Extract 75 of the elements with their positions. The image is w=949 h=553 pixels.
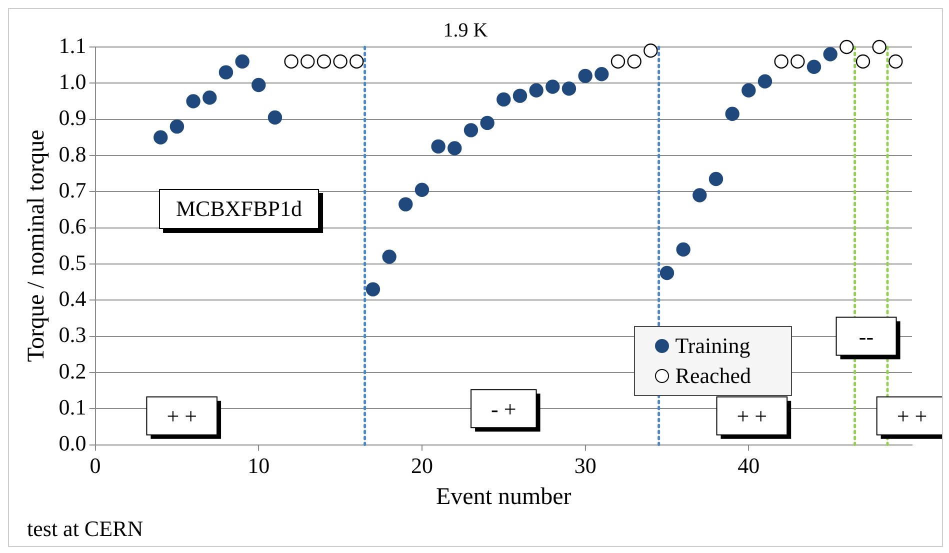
point (546, 80, 560, 94)
x-tick-label: 10 (248, 452, 270, 478)
y-tick-label: 0.3 (58, 322, 86, 348)
point (252, 78, 266, 92)
point (594, 67, 609, 82)
point (676, 242, 690, 257)
legend-label: Reached (675, 362, 751, 390)
annotation: -- (858, 324, 874, 350)
point (823, 47, 838, 62)
y-tick-label: 0.9 (58, 105, 86, 130)
point (268, 110, 282, 125)
point (692, 188, 707, 202)
point (448, 141, 462, 156)
point (774, 54, 788, 69)
point (496, 92, 511, 107)
annotation: + + (166, 404, 198, 429)
point (725, 106, 740, 122)
point (480, 116, 494, 130)
y-tick-label: 0.0 (58, 430, 86, 456)
point (856, 54, 870, 69)
point (382, 250, 396, 264)
point (202, 90, 217, 105)
x-axis-title: Event number (436, 484, 572, 510)
y-tick-label: 0.1 (58, 394, 86, 420)
y-tick-label: 0.4 (58, 286, 86, 311)
point (186, 94, 200, 108)
x-tick-label: 0 (90, 452, 101, 478)
annotation: + + (896, 404, 928, 429)
point (758, 74, 772, 88)
y-tick-label: 0.8 (58, 141, 86, 166)
annotation: - + (491, 396, 516, 422)
x-tick-label: 20 (410, 452, 433, 478)
point (790, 54, 805, 69)
text: test at CERN (27, 516, 144, 542)
point (154, 130, 168, 145)
point (235, 54, 250, 69)
point (398, 197, 413, 212)
x-tick-label: 40 (738, 452, 760, 478)
point (414, 182, 430, 197)
y-tick-label: 0.5 (58, 250, 86, 275)
point (218, 65, 234, 80)
point (610, 54, 626, 69)
point (660, 266, 674, 280)
point (888, 54, 903, 69)
y-tick-label: 0.2 (58, 358, 86, 384)
point (562, 81, 576, 96)
point (284, 54, 298, 69)
y-tick-label: 1.0 (58, 68, 86, 94)
point (170, 119, 184, 134)
legend-label: Training (675, 332, 750, 360)
point (708, 172, 724, 186)
point (300, 54, 315, 69)
point (627, 54, 642, 69)
point (872, 40, 886, 54)
point (529, 83, 544, 98)
annotation: + + (736, 404, 768, 429)
y-tick-label: 0.6 (58, 214, 86, 239)
point (644, 44, 658, 58)
x-tick-label: 30 (574, 452, 596, 478)
point (512, 88, 528, 103)
point (464, 123, 478, 138)
point (431, 139, 446, 154)
y-tick-label: 0.7 (58, 177, 86, 202)
point (333, 54, 348, 69)
point (578, 68, 592, 84)
point (316, 54, 332, 69)
point (350, 54, 364, 69)
chart-title: 1.9 K (443, 19, 488, 42)
y-tick-label: 1.1 (58, 32, 86, 58)
point (366, 282, 380, 296)
annotation: MCBXFBP1d (159, 189, 319, 229)
y-axis-title: Torque / nominal torque (24, 130, 50, 362)
point (742, 83, 756, 98)
point (840, 40, 854, 54)
point (806, 60, 822, 74)
